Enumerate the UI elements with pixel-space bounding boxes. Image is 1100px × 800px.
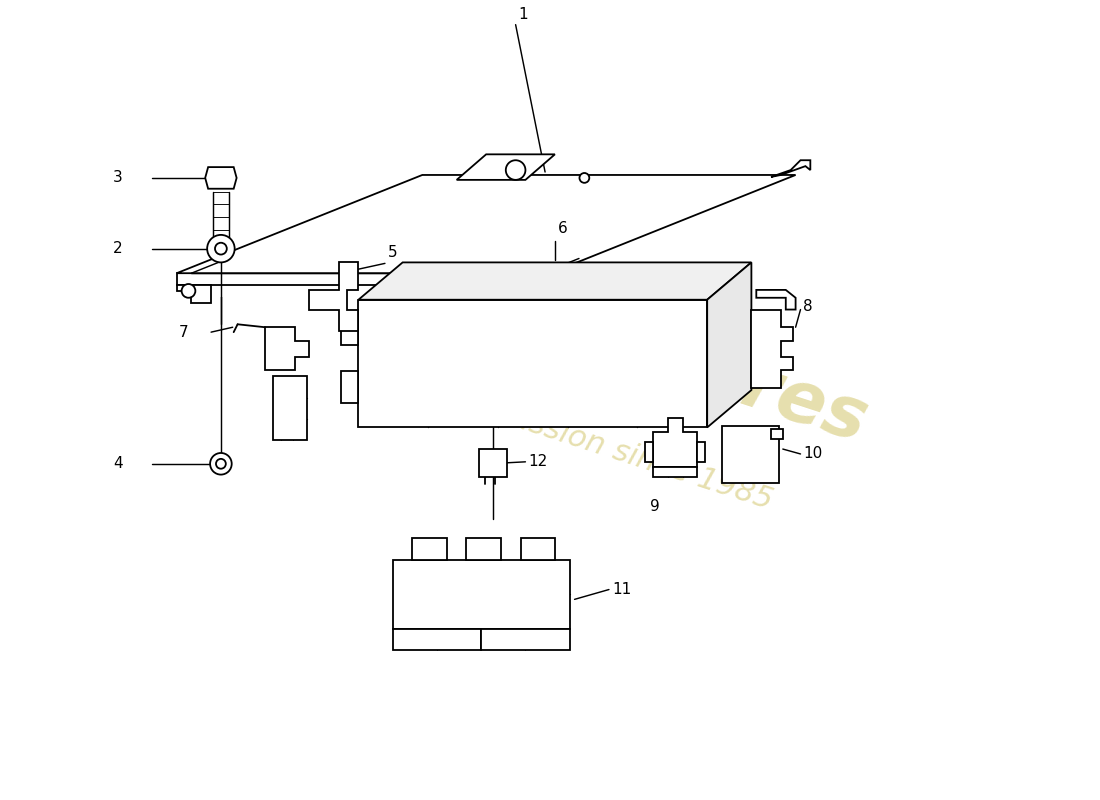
Bar xyxy=(393,560,570,629)
Bar xyxy=(412,538,447,560)
Polygon shape xyxy=(707,262,751,427)
Polygon shape xyxy=(359,262,751,300)
Text: 7: 7 xyxy=(178,325,188,340)
Bar xyxy=(697,442,705,462)
Text: eurospares: eurospares xyxy=(420,250,876,457)
Polygon shape xyxy=(757,290,795,310)
Circle shape xyxy=(182,284,196,298)
Bar xyxy=(646,442,653,462)
Circle shape xyxy=(216,459,225,469)
Text: 3: 3 xyxy=(113,170,122,186)
Polygon shape xyxy=(456,154,554,180)
Text: 8: 8 xyxy=(803,299,813,314)
Polygon shape xyxy=(309,262,359,331)
Circle shape xyxy=(214,242,227,254)
Polygon shape xyxy=(536,285,554,297)
Polygon shape xyxy=(653,418,697,466)
Circle shape xyxy=(207,235,234,262)
Text: 4: 4 xyxy=(113,456,122,471)
Text: 2: 2 xyxy=(113,241,122,256)
Text: 10: 10 xyxy=(803,446,823,462)
Polygon shape xyxy=(206,167,236,189)
Bar xyxy=(771,430,783,439)
Text: 11: 11 xyxy=(612,582,631,597)
Bar xyxy=(273,376,307,440)
Bar xyxy=(520,538,554,560)
Bar xyxy=(480,449,507,477)
Bar xyxy=(722,426,779,483)
Polygon shape xyxy=(265,327,309,370)
Bar xyxy=(359,300,707,427)
Text: a passion since 1985: a passion since 1985 xyxy=(462,389,776,515)
Text: 6: 6 xyxy=(558,221,568,236)
Text: 1: 1 xyxy=(518,6,528,22)
Polygon shape xyxy=(771,160,811,177)
Polygon shape xyxy=(177,175,795,274)
Bar xyxy=(481,629,570,650)
Circle shape xyxy=(506,160,526,180)
Polygon shape xyxy=(341,371,359,403)
Bar xyxy=(653,466,697,477)
Circle shape xyxy=(580,173,590,183)
Circle shape xyxy=(210,453,232,474)
Bar xyxy=(393,629,481,650)
Bar xyxy=(466,538,500,560)
Text: 9: 9 xyxy=(650,499,660,514)
Polygon shape xyxy=(341,314,359,346)
Polygon shape xyxy=(177,274,550,285)
Text: 5: 5 xyxy=(388,246,397,261)
Text: 12: 12 xyxy=(528,454,548,470)
Polygon shape xyxy=(177,285,211,302)
Polygon shape xyxy=(751,310,793,388)
